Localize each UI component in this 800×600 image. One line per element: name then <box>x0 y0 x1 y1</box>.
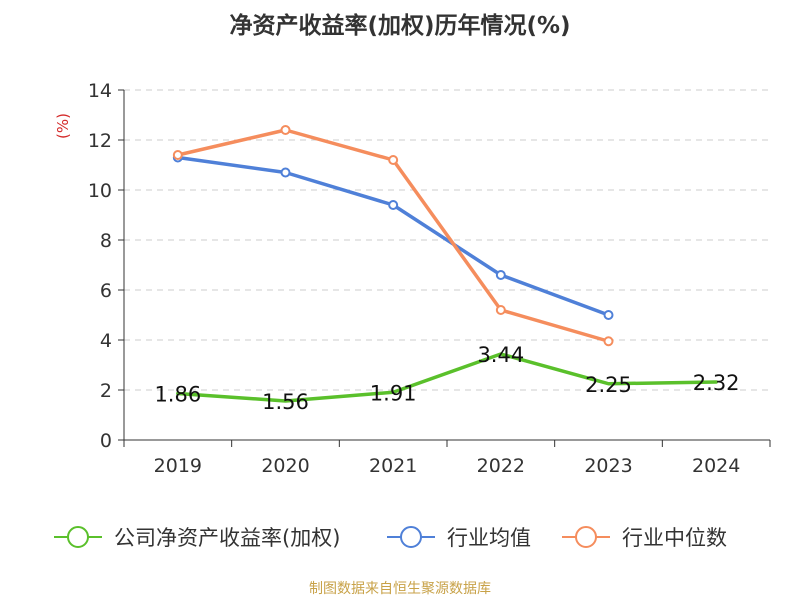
data-point <box>388 155 399 165</box>
data-point <box>172 150 183 160</box>
legend[interactable]: 公司净资产收益率(加权) 行业均值 行业中位数 <box>54 526 727 550</box>
axes: 0 2 4 6 8 10 12 14 2019 2020 2021 2022 2023 2024 (%) <box>54 80 771 477</box>
data-point <box>388 200 399 210</box>
x-tick-label: 2024 <box>692 455 740 477</box>
series-lines <box>172 125 718 403</box>
y-tick-label: 10 <box>88 180 112 202</box>
x-tick-label: 2023 <box>584 455 632 477</box>
source-note: 制图数据来自恒生聚源数据库 <box>309 581 491 597</box>
data-label: 3.44 <box>477 343 524 367</box>
y-tick-label: 12 <box>88 130 112 152</box>
data-point <box>603 336 614 347</box>
y-tick-label: 14 <box>88 80 112 102</box>
legend-label: 行业中位数 <box>622 526 727 550</box>
data-labels: 1.86 1.56 1.91 3.44 2.25 2.32 <box>154 343 739 414</box>
legend-marker <box>400 526 422 548</box>
data-point <box>280 167 291 178</box>
x-tick-label: 2019 <box>154 455 202 477</box>
data-point <box>280 125 291 135</box>
x-tick-label: 2021 <box>369 455 417 477</box>
y-tick-label: 2 <box>100 380 112 402</box>
legend-marker <box>67 526 89 548</box>
data-label: 1.86 <box>154 383 201 407</box>
x-tick-label: 2022 <box>477 455 525 477</box>
data-label: 1.91 <box>370 381 417 405</box>
y-tick-label: 6 <box>100 280 112 302</box>
legend-label: 公司净资产收益率(加权) <box>114 526 340 550</box>
data-label: 2.25 <box>585 373 632 397</box>
data-point <box>495 305 506 315</box>
data-point <box>495 270 506 280</box>
y-tick-label: 4 <box>100 330 112 352</box>
legend-label: 行业均值 <box>447 526 531 550</box>
data-label: 2.32 <box>693 371 740 395</box>
x-tick-label: 2020 <box>261 455 309 477</box>
data-point <box>603 310 614 320</box>
y-tick-label: 8 <box>100 230 112 252</box>
series-line <box>176 155 611 317</box>
y-axis-label: (%) <box>54 113 72 139</box>
y-tick-label: 0 <box>100 430 112 452</box>
series-line <box>176 352 718 403</box>
chart-title: 净资产收益率(加权)历年情况(%) <box>229 13 571 39</box>
data-label: 1.56 <box>262 390 309 414</box>
legend-marker <box>575 526 597 548</box>
